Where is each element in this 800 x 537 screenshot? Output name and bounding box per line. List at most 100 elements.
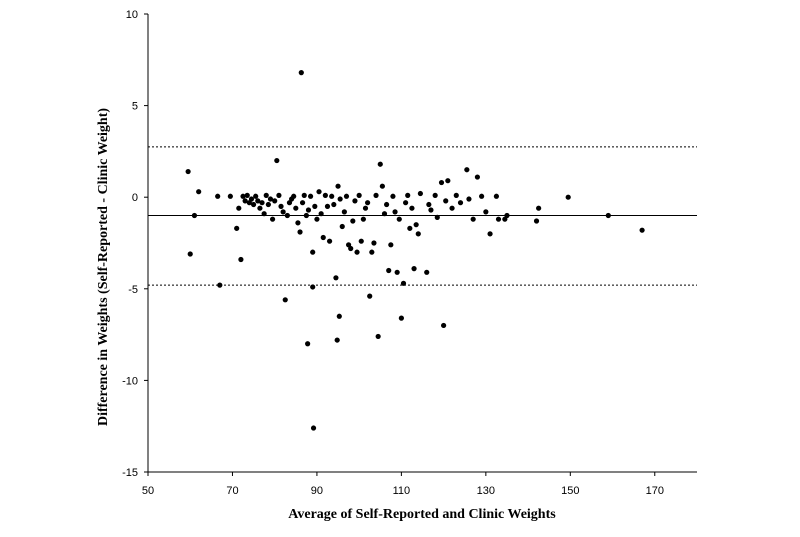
data-point <box>434 214 440 220</box>
data-point <box>415 231 421 237</box>
data-point <box>191 212 198 219</box>
x-tick-label: 170 <box>646 485 664 497</box>
data-point <box>238 256 244 263</box>
data-point <box>244 192 250 198</box>
data-point <box>417 190 423 197</box>
data-point <box>453 192 459 198</box>
data-point <box>242 198 248 204</box>
data-point <box>474 174 480 180</box>
data-point <box>298 70 304 76</box>
data-point <box>398 315 404 321</box>
data-point <box>250 201 257 208</box>
data-point <box>495 216 502 222</box>
data-point <box>272 198 278 204</box>
x-tick-label: 50 <box>142 485 154 497</box>
data-point <box>533 218 540 224</box>
y-tick-label: -10 <box>122 375 138 387</box>
data-point <box>400 280 407 286</box>
data-point <box>605 212 611 219</box>
y-tick-label: -15 <box>122 467 138 479</box>
y-tick-label: 0 <box>132 192 138 204</box>
data-point <box>185 168 191 175</box>
data-point <box>375 333 381 340</box>
data-point <box>392 209 398 215</box>
data-point <box>483 209 489 215</box>
x-axis-title: Average of Self-Reported and Clinic Weig… <box>288 507 556 522</box>
data-point <box>466 196 472 202</box>
x-tick-label: 90 <box>311 485 323 497</box>
data-point <box>409 205 415 211</box>
data-point <box>411 266 417 272</box>
y-axis-title: Difference in Weights (Self-Reported - C… <box>96 108 111 426</box>
data-point <box>335 183 341 189</box>
data-point <box>373 192 379 198</box>
data-point <box>341 209 347 215</box>
data-point <box>257 205 263 211</box>
data-point <box>407 225 413 231</box>
data-point <box>324 203 331 209</box>
data-point <box>261 211 267 217</box>
data-point <box>390 193 396 199</box>
data-point <box>291 193 297 199</box>
data-point <box>403 200 409 206</box>
data-point <box>388 242 394 248</box>
data-point <box>265 201 271 208</box>
data-point <box>464 167 470 173</box>
data-point <box>196 189 202 195</box>
data-point <box>333 275 339 281</box>
data-point <box>432 192 438 198</box>
reference-lines <box>148 146 697 286</box>
data-point <box>316 189 322 195</box>
data-point <box>350 218 356 224</box>
data-point <box>305 207 312 213</box>
data-point <box>352 198 358 204</box>
data-point <box>276 192 282 198</box>
data-point <box>310 284 316 290</box>
data-point <box>278 203 284 209</box>
data-point <box>280 209 286 215</box>
data-point <box>336 313 342 319</box>
x-tick-label: 130 <box>477 485 495 497</box>
data-point <box>305 341 311 347</box>
data-point <box>479 193 485 199</box>
data-point <box>356 192 362 198</box>
data-point <box>314 216 320 222</box>
data-point <box>457 200 464 206</box>
data-point <box>426 201 432 208</box>
data-point <box>310 425 317 431</box>
data-point <box>487 231 493 237</box>
data-point <box>301 192 307 198</box>
data-point <box>381 211 388 217</box>
data-point <box>322 192 328 198</box>
data-point <box>297 229 303 235</box>
data-point <box>318 211 324 217</box>
data-point <box>295 220 301 226</box>
data-point <box>326 238 333 244</box>
y-tick-label: 5 <box>132 101 138 113</box>
y-tick-label: 10 <box>126 9 138 21</box>
data-point <box>263 192 269 198</box>
data-point <box>303 212 309 219</box>
data-point <box>253 193 259 199</box>
data-point <box>274 157 280 164</box>
data-point <box>438 179 445 186</box>
data-point <box>449 205 455 211</box>
data-point <box>379 183 385 189</box>
data-point <box>215 193 221 199</box>
data-point <box>259 200 265 206</box>
data-point <box>413 222 419 228</box>
data-point <box>424 269 430 275</box>
data-point <box>293 205 299 211</box>
data-point <box>339 223 345 230</box>
data-point <box>269 216 276 222</box>
data-point <box>337 196 343 202</box>
data-point <box>187 251 193 257</box>
data-point <box>299 200 306 206</box>
data-point <box>428 207 434 213</box>
data-point <box>354 249 360 255</box>
data-point <box>312 203 318 209</box>
data-point <box>348 245 354 252</box>
data-point <box>331 201 337 208</box>
